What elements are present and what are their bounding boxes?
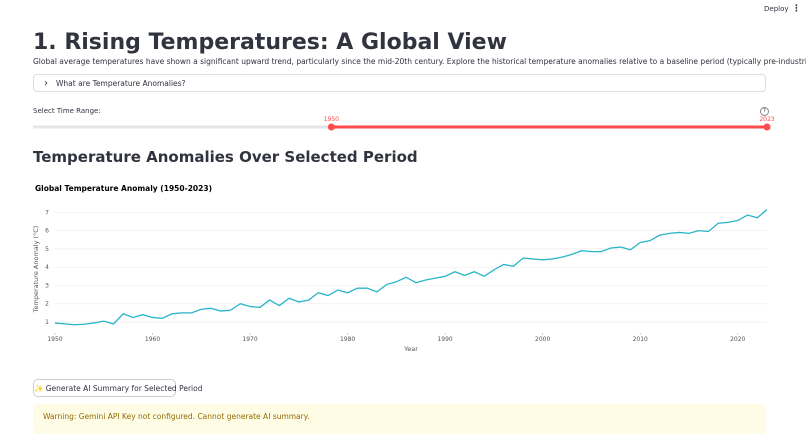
slider-handle[interactable] — [327, 123, 335, 131]
chart-title: Global Temperature Anomaly (1950-2023) — [35, 184, 212, 193]
y-tick-label: 3 — [45, 282, 49, 289]
page: Deploy ⋮ 1. Rising Temperatures: A Globa… — [0, 0, 806, 416]
y-tick-label: 4 — [45, 264, 49, 271]
slider-handle[interactable] — [763, 123, 771, 131]
y-axis-label: Temperature Anomaly (°C) — [32, 226, 40, 314]
y-tick-label: 1 — [45, 319, 49, 326]
intro-text: Global average temperatures have shown a… — [33, 57, 806, 66]
slider-value: 2023 — [759, 116, 774, 123]
y-tick-label: 5 — [45, 246, 49, 253]
chart-layer: 1950 2023 Global Temperature Anomaly (1950… — [32, 116, 775, 353]
y-tick-label: 6 — [45, 228, 49, 235]
x-tick-label: 2020 — [730, 336, 745, 343]
section-title: Temperature Anomalies Over Selected Peri… — [33, 148, 418, 166]
x-tick-label: 2000 — [535, 336, 550, 343]
deploy-button[interactable]: Deploy — [764, 5, 789, 13]
x-tick-label: 1990 — [437, 336, 452, 343]
generate-button[interactable]: ✨ Generate AI Summary for Selected Perio… — [33, 379, 202, 397]
page-title: 1. Rising Temperatures: A Global View — [33, 30, 507, 55]
slider-label: Select Time Range: — [33, 107, 101, 115]
expander[interactable]: What are Temperature Anomalies? — [33, 74, 766, 93]
y-tick-label: 7 — [45, 209, 49, 216]
x-axis-label: Year — [403, 345, 418, 353]
x-tick-label: 1970 — [242, 336, 257, 343]
help-icon[interactable]: ? — [760, 107, 769, 116]
x-tick-label: 2010 — [633, 336, 648, 343]
y-tick-label: 2 — [45, 301, 49, 308]
data-line — [54, 209, 768, 326]
x-tick-label: 1960 — [145, 336, 160, 343]
x-tick-label: 1950 — [47, 336, 62, 343]
slider-value: 1950 — [324, 116, 339, 123]
menu-icon[interactable]: ⋮ — [792, 4, 801, 14]
x-tick-label: 1980 — [340, 336, 355, 343]
